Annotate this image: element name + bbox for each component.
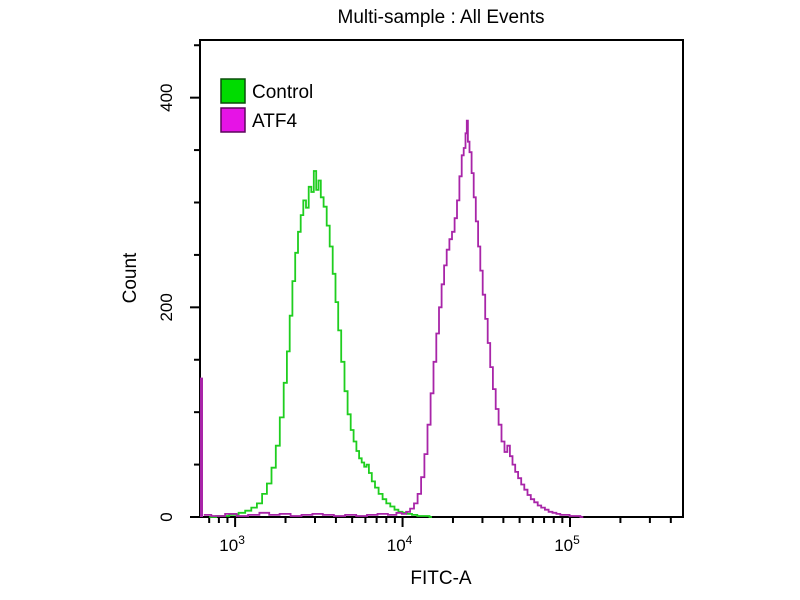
legend-swatch-atf4 — [220, 107, 246, 133]
y-axis-label: Count — [120, 252, 141, 303]
x-axis-label: FITC-A — [410, 568, 472, 589]
y-tick-label: 0 — [157, 512, 176, 521]
x-tick-label: 104 — [387, 533, 413, 555]
chart-layer: 103 104 105 0 200 400 Control ATF4 — [157, 39, 684, 555]
x-tick-label: 103 — [219, 533, 245, 555]
y-tick-label: 400 — [157, 83, 176, 111]
x-tick-label: 105 — [554, 533, 580, 555]
legend-swatch-control — [220, 78, 246, 104]
y-tick-label: 200 — [157, 293, 176, 321]
legend-label-atf4: ATF4 — [252, 111, 297, 132]
chart-title: Multi-sample : All Events — [338, 7, 545, 28]
atf4-curve — [203, 119, 584, 518]
control-curve — [209, 170, 432, 518]
legend-label-control: Control — [252, 82, 313, 103]
